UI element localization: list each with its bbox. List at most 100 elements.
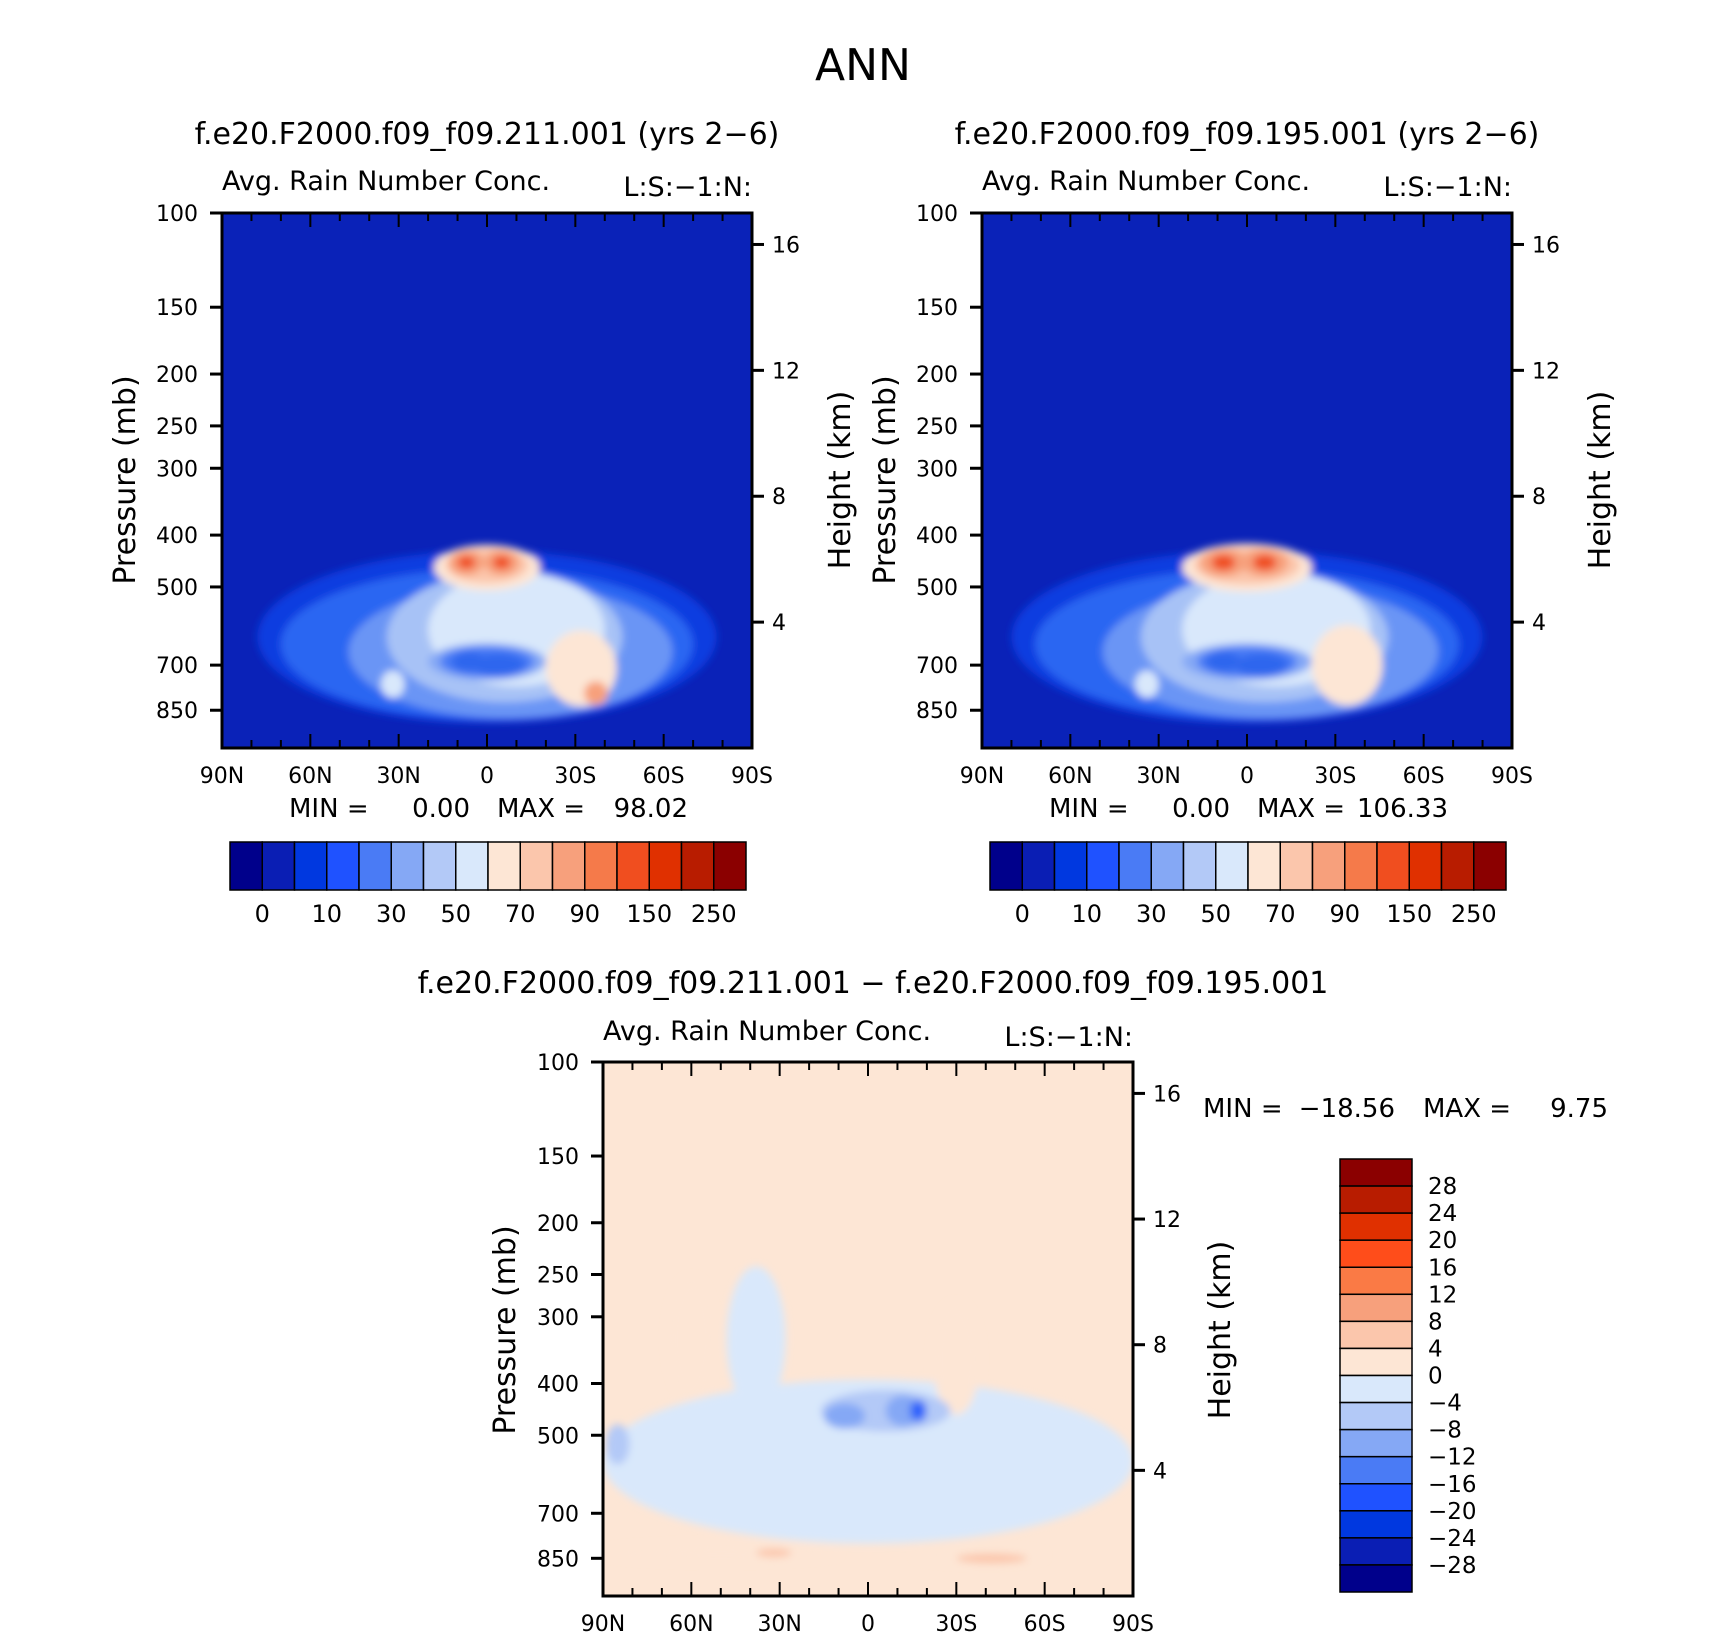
panel-3-colorbar-swatch-1 xyxy=(1339,1185,1413,1214)
panel-1-colorbar-swatch-5 xyxy=(390,841,425,891)
panel-1-y-tick-label-250: 250 xyxy=(156,415,198,440)
panel-1-plot-area xyxy=(222,213,752,748)
panel-2-y-tick-label-150: 150 xyxy=(916,296,958,321)
panel-1-colorbar-swatch-13 xyxy=(648,841,683,891)
panel-3-y-tick-label-500: 500 xyxy=(537,1424,579,1449)
panel-3-colorbar-swatch-9 xyxy=(1339,1401,1413,1431)
panel-2-colorbar-swatch-1 xyxy=(1021,841,1056,891)
panel-1-field-region-11 xyxy=(492,556,511,569)
panel-1-min-value: 0.00 xyxy=(412,794,470,824)
panel-3-colorbar-label-13: −24 xyxy=(1428,1526,1477,1552)
panel-1-colorbar-swatch-8 xyxy=(487,841,521,891)
panel-1-colorbar-label-7: 250 xyxy=(691,900,737,928)
panel-1-colorbar: 0 10 30 50 70 90 150 250 xyxy=(229,841,747,928)
panel-3-colorbar-swatch-11 xyxy=(1339,1455,1413,1485)
panel-2-colorbar-swatch-12 xyxy=(1376,841,1410,891)
panel-3-colorbar-swatch-13 xyxy=(1339,1510,1413,1539)
panel-3-colorbar-label-14: −28 xyxy=(1428,1553,1477,1579)
panel-3-field-region-1 xyxy=(726,1266,786,1412)
panel-3-y-tick-label-850: 850 xyxy=(537,1547,579,1572)
panel-3-colorbar-label-9: −8 xyxy=(1428,1418,1462,1444)
panel-2-colorbar-swatch-7 xyxy=(1215,841,1249,891)
panel-2: f.e20.F2000.f09_f09.195.001 (yrs 2−6) Av… xyxy=(868,117,1618,928)
panel-2-colorbar-swatch-11 xyxy=(1344,841,1378,891)
panel-2-title: f.e20.F2000.f09_f09.195.001 (yrs 2−6) xyxy=(955,117,1540,152)
panel-1-colorbar-label-5: 90 xyxy=(569,900,600,928)
panel-1-colorbar-label-6: 150 xyxy=(626,900,672,928)
panel-3-min-label: MIN = xyxy=(1203,1094,1283,1124)
panel-3-y-tick-label-200: 200 xyxy=(537,1212,579,1237)
panel-3-colorbar-swatch-0 xyxy=(1339,1158,1413,1187)
panel-1-height-tick-label-16: 16 xyxy=(772,233,800,258)
panel-2-colorbar-swatch-8 xyxy=(1247,841,1281,891)
figure-title: ANN xyxy=(815,40,911,91)
panel-1-x-tick-label-30N: 30N xyxy=(376,764,420,789)
panel-3-colorbar-swatch-4 xyxy=(1339,1266,1413,1296)
panel-2-min-label: MIN = xyxy=(1049,794,1129,824)
panel-3-subtitle: Avg. Rain Number Conc. xyxy=(603,1016,931,1047)
panel-3-max-value: 9.75 xyxy=(1550,1094,1608,1124)
panel-1-colorbar-swatch-12 xyxy=(616,841,650,891)
panel-3-field-region-2 xyxy=(667,1277,715,1400)
panel-1-x-tick-label-60S: 60S xyxy=(643,764,685,789)
panel-3-colorbar-swatch-8 xyxy=(1339,1374,1413,1404)
panel-3-height-tick-label-12: 12 xyxy=(1153,1208,1181,1233)
panel-2-colorbar-swatch-6 xyxy=(1182,841,1217,891)
panel-3-colorbar-label-2: 20 xyxy=(1428,1228,1457,1254)
panel-1-colorbar-label-1: 10 xyxy=(311,900,342,928)
panel-1-field-region-10 xyxy=(457,556,476,569)
panel-2-field-region-15 xyxy=(1205,651,1242,672)
panel-3-x-tick-label-60N: 60N xyxy=(669,1612,713,1633)
panel-2-x-tick-label-0: 0 xyxy=(1240,764,1254,789)
panel-2-y-tick-label-500: 500 xyxy=(916,576,958,601)
panel-1-height-tick-label-12: 12 xyxy=(772,359,800,384)
panel-1-colorbar-swatch-10 xyxy=(551,841,586,891)
panel-1-colorbar-swatch-0 xyxy=(229,841,263,891)
panel-3-field-region-12 xyxy=(913,1404,923,1418)
panel-1-colorbar-swatch-3 xyxy=(326,841,360,891)
panel-3-colorbar-swatch-14 xyxy=(1339,1537,1413,1566)
panel-1-height-tick-label-8: 8 xyxy=(772,485,786,510)
panel-3-colorbar-label-0: 28 xyxy=(1428,1174,1457,1200)
panel-1-y-tick-label-300: 300 xyxy=(156,457,198,482)
panel-1-x-tick-label-60N: 60N xyxy=(288,764,332,789)
panel-3-colorbar-swatch-2 xyxy=(1339,1212,1413,1241)
panel-2-colorbar-label-0: 0 xyxy=(1015,900,1030,928)
panel-1-max-label: MAX = xyxy=(497,794,585,824)
panel-2-colorbar-swatch-9 xyxy=(1279,841,1314,891)
panel-3-y-tick-label-700: 700 xyxy=(537,1502,579,1527)
panel-3-field-region-6 xyxy=(956,1553,1027,1564)
panel-2-y-tick-label-200: 200 xyxy=(916,363,958,388)
panel-1-x-tick-label-90S: 90S xyxy=(731,764,773,789)
panel-2-x-tick-label-60N: 60N xyxy=(1048,764,1092,789)
panel-1-colorbar-label-3: 50 xyxy=(440,900,471,928)
panel-3-height-tick-label-16: 16 xyxy=(1153,1082,1181,1107)
panel-3-x-tick-label-0: 0 xyxy=(861,1612,875,1633)
panel-1-y-tick-label-850: 850 xyxy=(156,699,198,724)
panel-2-colorbar-swatch-2 xyxy=(1053,841,1088,891)
panel-2-y-tick-label-250: 250 xyxy=(916,415,958,440)
panel-2-field-region-11 xyxy=(1252,554,1277,571)
panel-2-colorbar-label-2: 30 xyxy=(1136,900,1167,928)
panel-2-field-region-14 xyxy=(1235,653,1289,677)
panel-2-max-label: MAX = xyxy=(1257,794,1345,824)
panel-2-min-value: 0.00 xyxy=(1172,794,1230,824)
panel-3-min-value: −18.56 xyxy=(1299,1094,1395,1124)
panel-1-colorbar-swatch-4 xyxy=(358,841,392,891)
panel-3-y-tick-label-100: 100 xyxy=(537,1051,579,1076)
panel-2-x-tick-label-60S: 60S xyxy=(1403,764,1445,789)
panel-3-height-tick-label-4: 4 xyxy=(1153,1459,1167,1484)
panel-2-y-tick-label-300: 300 xyxy=(916,457,958,482)
panel-2-y-tick-label-850: 850 xyxy=(916,699,958,724)
panel-1-height-tick-label-4: 4 xyxy=(772,611,786,636)
panel-3-colorbar-label-4: 12 xyxy=(1428,1282,1457,1308)
panel-3-stats: MIN = −18.56 MAX = 9.75 xyxy=(1203,1094,1608,1124)
panel-1-field-region-17 xyxy=(381,670,405,699)
panel-2-field-region-5 xyxy=(1311,624,1383,706)
panel-2-y-tick-label-700: 700 xyxy=(916,654,958,679)
panel-1-colorbar-swatch-15 xyxy=(713,841,747,891)
panel-2-y-axis-label: Pressure (mb) xyxy=(868,375,903,584)
panel-3-y-tick-label-300: 300 xyxy=(537,1306,579,1331)
panel-1-colorbar-swatch-2 xyxy=(293,841,328,891)
